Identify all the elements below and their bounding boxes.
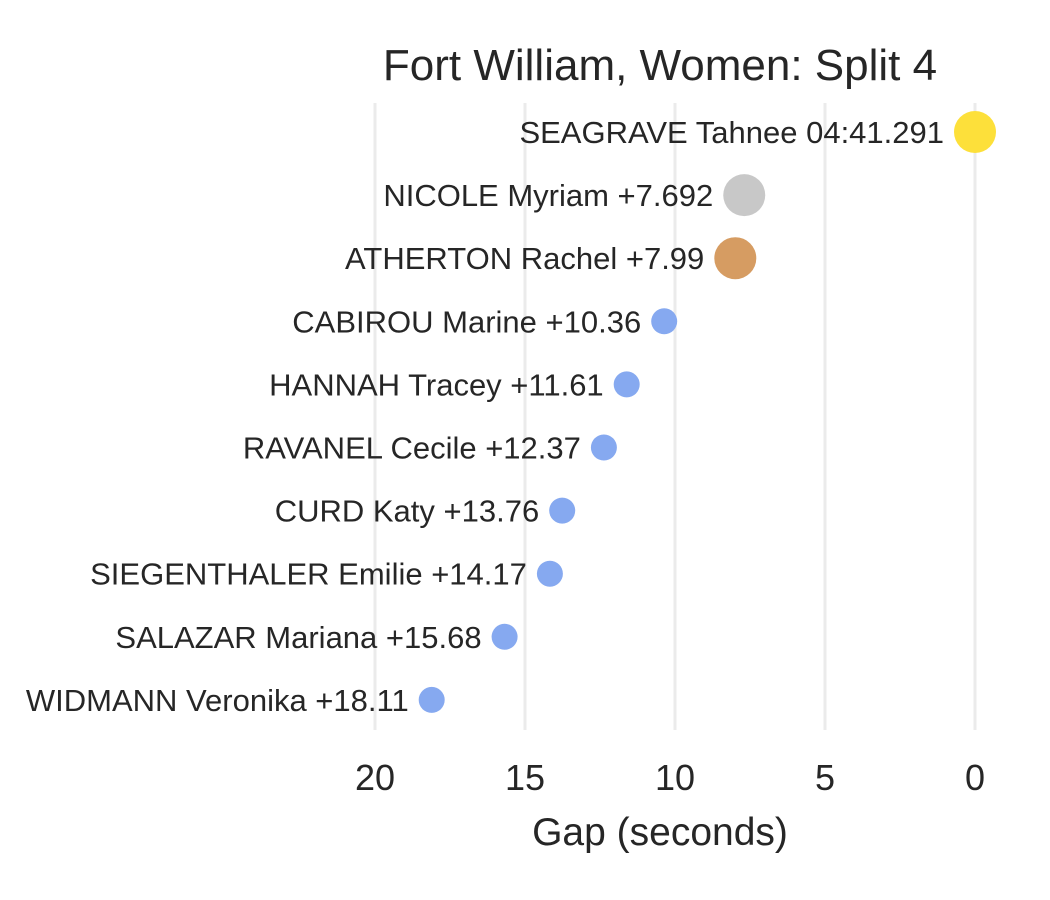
x-tick-label: 0 <box>965 757 985 798</box>
point-labels: SEAGRAVE Tahnee 04:41.291 NICOLE Myriam +… <box>26 115 944 718</box>
data-point <box>536 560 563 587</box>
point-label: ATHERTON Rachel +7.99 <box>345 241 704 276</box>
point-label: SALAZAR Mariana +15.68 <box>115 620 481 655</box>
point-label: RAVANEL Cecile +12.37 <box>243 431 581 466</box>
data-point <box>723 174 766 217</box>
data-point <box>549 497 576 524</box>
data-point <box>613 371 640 398</box>
data-points <box>418 111 996 713</box>
point-label: SIEGENTHALER Emilie +14.17 <box>90 557 527 592</box>
data-point <box>491 623 518 650</box>
point-label: SEAGRAVE Tahnee 04:41.291 <box>519 115 944 150</box>
data-point <box>714 237 757 280</box>
x-tick-label: 20 <box>355 757 395 798</box>
point-label: WIDMANN Veronika +18.11 <box>26 683 409 718</box>
x-axis-ticks: 20 15 10 5 0 <box>355 757 985 798</box>
x-tick-label: 15 <box>505 757 545 798</box>
point-label: HANNAH Tracey +11.61 <box>269 367 604 402</box>
x-axis-label: Gap (seconds) <box>532 811 788 854</box>
x-tick-label: 5 <box>815 757 835 798</box>
data-point <box>418 686 445 713</box>
x-tick-label: 10 <box>655 757 695 798</box>
grid-lines <box>373 103 977 730</box>
point-label: NICOLE Myriam +7.692 <box>383 178 713 213</box>
chart-title: Fort William, Women: Split 4 <box>383 41 937 90</box>
point-label: CURD Katy +13.76 <box>275 494 539 529</box>
point-label: CABIROU Marine +10.36 <box>292 304 641 339</box>
data-point <box>590 434 617 461</box>
data-point <box>651 308 678 335</box>
data-point <box>954 111 996 153</box>
